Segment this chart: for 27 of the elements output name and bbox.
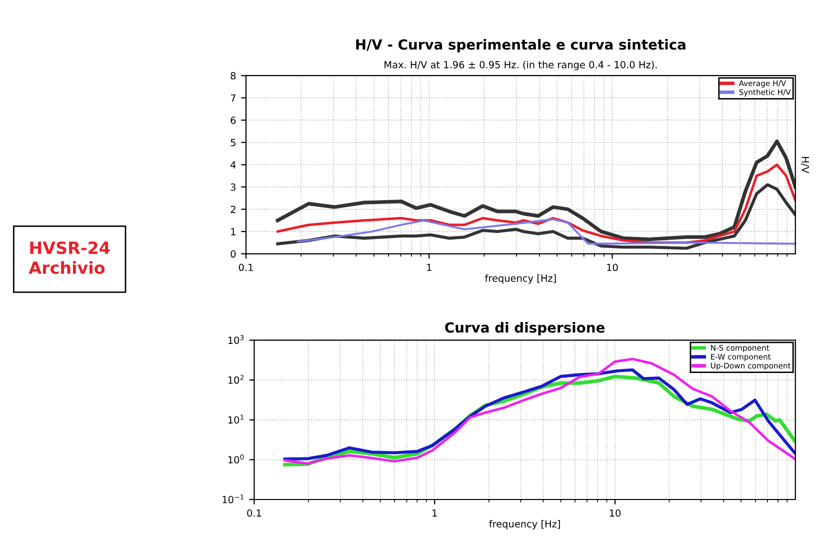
x-tick-label: 0.1 (238, 264, 253, 272)
y-tick-label: 10$^{0}$ (228, 454, 244, 464)
x-tick-label: 1 (427, 264, 432, 271)
x-tick-label: 10 (610, 509, 621, 517)
y-tick-label: 4 (230, 161, 236, 168)
y-tick-label: 3 (230, 183, 236, 191)
y-tick-label: 10$^{1}$ (228, 414, 244, 424)
y-tick-label: 6 (230, 116, 236, 124)
x-axis-title: frequency [Hz] (489, 520, 560, 530)
y-tick-label: 8 (230, 72, 236, 80)
y-tick-label: 10$^{3}$ (228, 335, 244, 344)
y-tick-label: 0 (230, 250, 236, 258)
y-tick-label: 5 (230, 139, 236, 146)
x-tick-label: 0.1 (247, 509, 262, 517)
chart-subtitle: Max. H/V at 1.96 ± 0.95 Hz. (in the range 0.4 - 10.0 Hz). (384, 60, 657, 70)
chart-title: Curva di dispersione (445, 322, 605, 336)
x-axis-title: frequency [Hz] (485, 274, 556, 284)
x-tick-label: 1 (432, 510, 437, 517)
text: HVSR-24 Archivio (28, 241, 110, 274)
x-tick-label: 10 (607, 264, 618, 272)
y-tick-label: 7 (230, 94, 236, 102)
y-tick-label: 10$^{2}$ (228, 374, 244, 384)
chart-title: H/V - Curva sperimentale e curva sintetica (356, 38, 686, 52)
y-tick-label: 1 (231, 228, 236, 236)
y-axis-title: H/V (801, 157, 809, 174)
y-tick-label: 2 (230, 206, 236, 213)
y-tick-label: 10$^{−1}$ (222, 494, 244, 504)
